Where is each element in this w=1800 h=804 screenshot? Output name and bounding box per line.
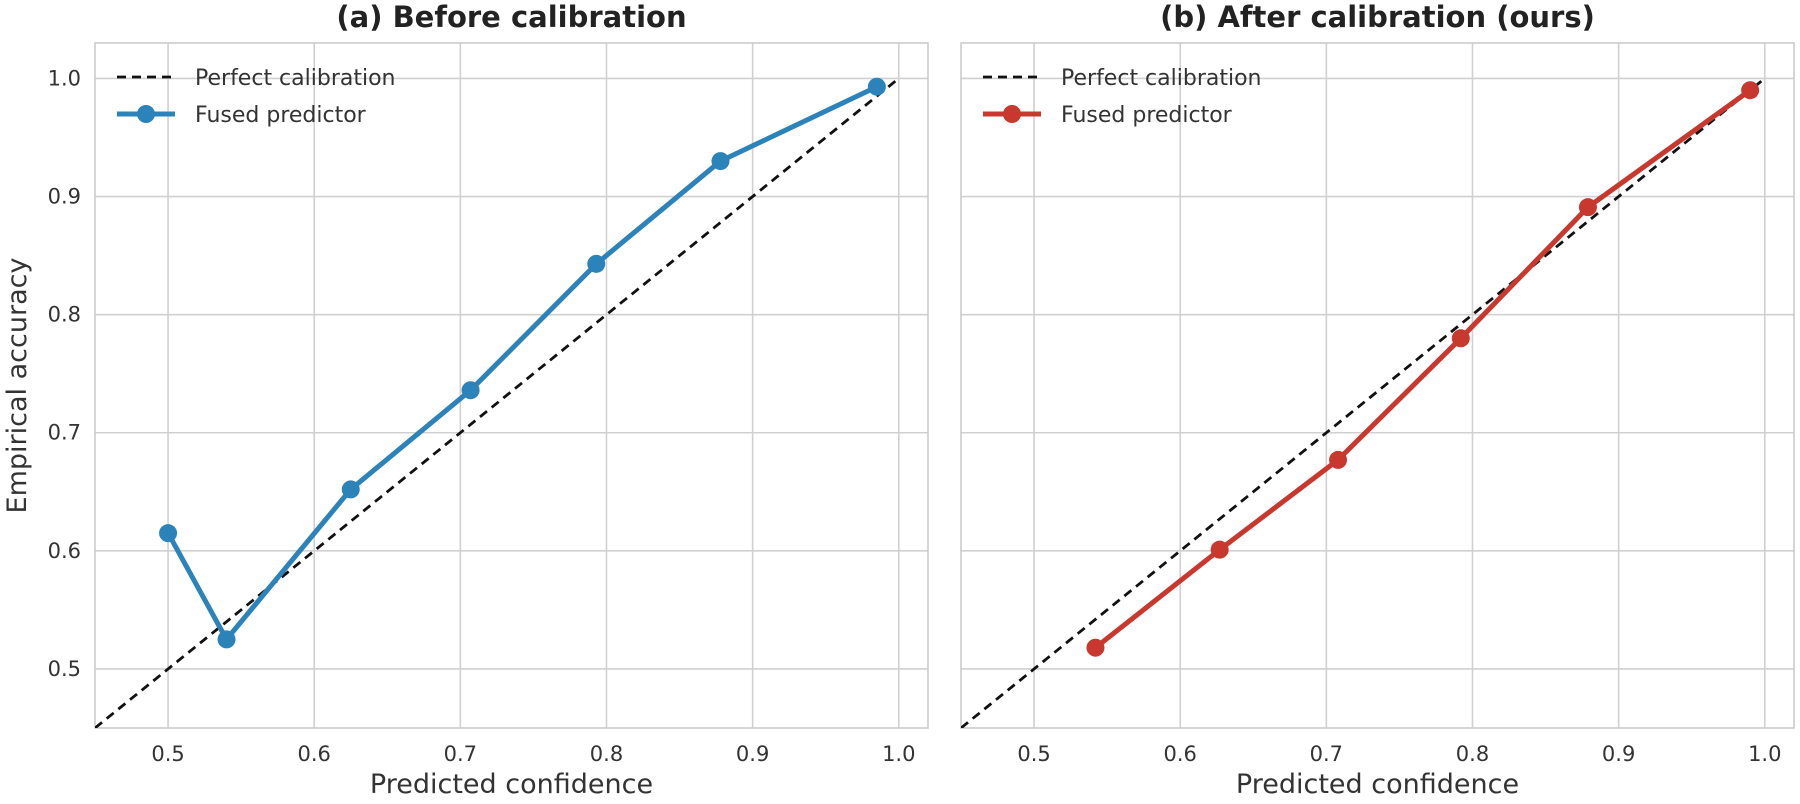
panel-b-group: 0.5 0.6 0.7 0.8 0.9 1.0 (b) After calibration … bbox=[960, 0, 1795, 800]
panel-a-title: (a) Before calibration bbox=[336, 0, 686, 34]
panel-b-legend-fused-marker bbox=[1003, 105, 1021, 123]
panel-a-y-tick-label: 0.6 bbox=[48, 539, 81, 563]
panel-b-title: (b) After calibration (ours) bbox=[1160, 0, 1595, 34]
panel-b-x-axis-label: Predicted confidence bbox=[1236, 769, 1519, 800]
panel-a-x-tick-label: 0.6 bbox=[298, 742, 331, 766]
panel-a-fused-predictor-point bbox=[341, 480, 360, 499]
panel-a-group: 0.5 0.6 0.7 0.8 0.9 1.0 0.5 0.6 0.7 0.8 0.9 1.0 (a) … bbox=[2, 0, 929, 800]
panel-b-fused-predictor-point bbox=[1210, 540, 1229, 559]
panel-b-fused-predictor-point bbox=[1451, 329, 1470, 348]
panel-b-legend-fused-predictor: Fused predictor bbox=[1061, 103, 1233, 128]
panel-a-fused-predictor-point bbox=[587, 254, 606, 273]
panel-a-frame bbox=[94, 42, 929, 729]
panel-a-fused-predictor-point bbox=[159, 524, 178, 543]
panel-b-x-tick-label: 0.5 bbox=[1017, 742, 1050, 766]
panel-b-legend-perfect-calibration: Perfect calibration bbox=[1061, 66, 1262, 91]
panel-a-plot-area bbox=[95, 77, 900, 728]
panel-a-x-axis-label: Predicted confidence bbox=[370, 769, 653, 800]
panel-b-fused-predictor-point bbox=[1329, 450, 1348, 469]
panel-b-perfect-calibration-line bbox=[961, 77, 1766, 728]
panel-b-frame bbox=[960, 42, 1795, 729]
panel-a-x-tick-label: 0.7 bbox=[444, 742, 477, 766]
panel-b-x-tick-label: 0.9 bbox=[1602, 742, 1635, 766]
panel-a-x-tick-label: 0.9 bbox=[736, 742, 769, 766]
panel-a-y-tick-label: 0.7 bbox=[48, 421, 81, 445]
panel-a-y-tick-label: 1.0 bbox=[48, 66, 81, 90]
panel-b-x-tick-label: 1.0 bbox=[1748, 742, 1781, 766]
panel-a-legend-fused-marker bbox=[137, 105, 155, 123]
panel-b-x-tick-label: 0.6 bbox=[1164, 742, 1197, 766]
panel-a-y-tick-label: 0.5 bbox=[48, 657, 81, 681]
panel-b-fused-predictor-point bbox=[1741, 81, 1760, 100]
panel-b-x-tick-label: 0.7 bbox=[1310, 742, 1343, 766]
panel-a-legend-perfect-calibration: Perfect calibration bbox=[195, 66, 396, 91]
panel-a-x-tick-label: 1.0 bbox=[882, 742, 915, 766]
panel-a-x-tick-label: 0.5 bbox=[151, 742, 184, 766]
panel-b-x-tick-label: 0.8 bbox=[1456, 742, 1489, 766]
panel-a-y-axis-label: Empirical accuracy bbox=[2, 258, 33, 514]
panel-b-fused-predictor-point bbox=[1578, 198, 1597, 217]
panel-a-fused-predictor-point bbox=[711, 152, 730, 171]
panel-a-x-tick-label: 0.8 bbox=[590, 742, 623, 766]
panel-a-perfect-calibration-line bbox=[95, 77, 900, 728]
panel-b-fused-predictor-line bbox=[1093, 88, 1752, 650]
panel-a-fused-predictor-point bbox=[461, 381, 480, 400]
panel-a-fused-predictor-line bbox=[165, 84, 878, 642]
panel-b-plot-area bbox=[961, 77, 1766, 728]
panel-a-y-tick-label: 0.9 bbox=[48, 185, 81, 209]
panel-a-fused-predictor-point bbox=[217, 630, 236, 649]
panel-a-legend-fused-predictor: Fused predictor bbox=[195, 103, 367, 128]
panel-a-y-tick-label: 0.8 bbox=[48, 303, 81, 327]
panel-b-fused-predictor-point bbox=[1086, 638, 1105, 657]
panel-a-fused-predictor-point bbox=[867, 77, 886, 96]
